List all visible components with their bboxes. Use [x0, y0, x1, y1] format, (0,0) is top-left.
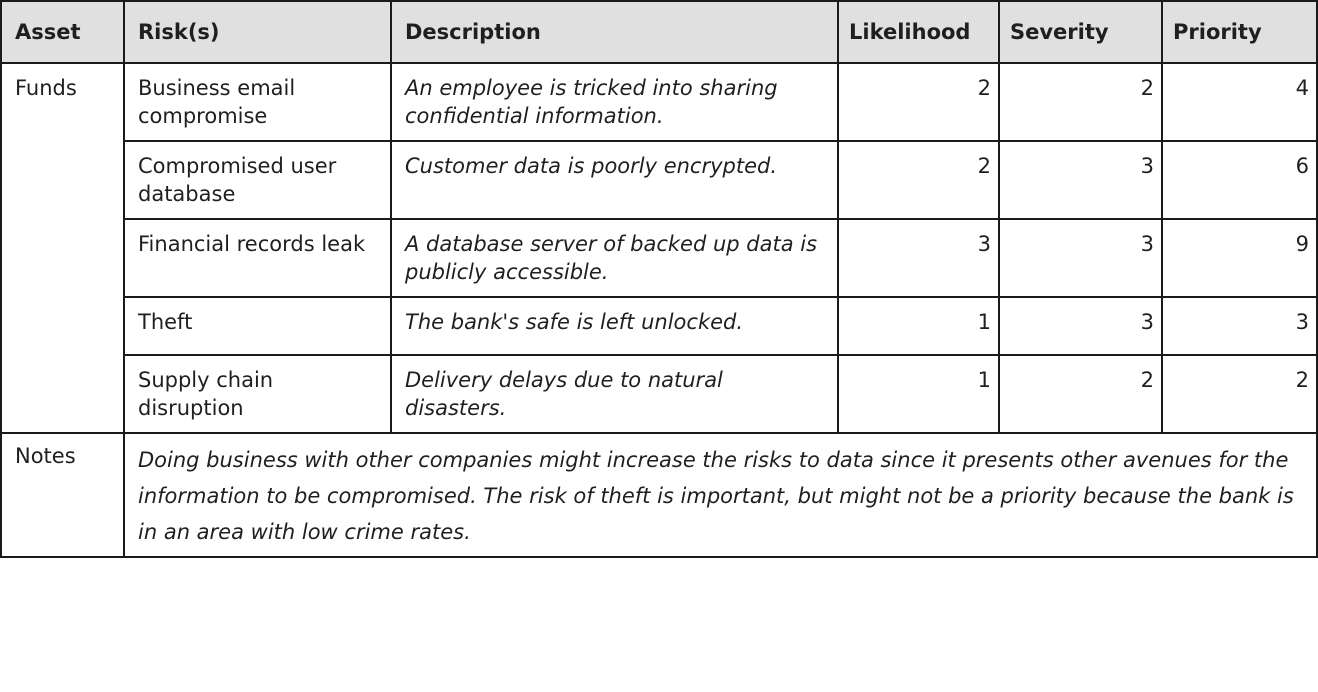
severity-cell: 2 — [998, 62, 1163, 142]
description-cell: An employee is tricked into sharing conf… — [390, 62, 839, 142]
severity-cell: 2 — [998, 354, 1163, 434]
header-description: Description — [390, 0, 839, 64]
description-cell: A database server of backed up data is p… — [390, 218, 839, 298]
table-row: Funds Business email compromise An emplo… — [0, 62, 1318, 434]
table-row: Financial records leak A database server… — [1, 218, 1318, 298]
header-asset: Asset — [0, 0, 125, 64]
priority-cell: 3 — [1161, 296, 1318, 356]
priority-cell: 2 — [1161, 354, 1318, 434]
severity-cell: 3 — [998, 296, 1163, 356]
description-cell: Delivery delays due to natural disasters… — [390, 354, 839, 434]
likelihood-cell: 3 — [837, 218, 1000, 298]
risk-cell: Supply chain disruption — [123, 354, 392, 434]
header-likelihood: Likelihood — [837, 0, 1000, 64]
header-priority: Priority — [1161, 0, 1318, 64]
header-risks: Risk(s) — [123, 0, 392, 64]
priority-cell: 6 — [1161, 140, 1318, 220]
severity-cell: 3 — [998, 218, 1163, 298]
asset-cell: Funds — [0, 62, 125, 434]
priority-cell: 9 — [1161, 218, 1318, 298]
risk-cell: Theft — [123, 296, 392, 356]
risk-cell: Business email compromise — [123, 62, 392, 142]
description-cell: Customer data is poorly encrypted. — [390, 140, 839, 220]
notes-row: Notes Doing business with other companie… — [0, 432, 1318, 558]
likelihood-cell: 1 — [837, 296, 1000, 356]
notes-label: Notes — [0, 432, 125, 558]
header-row: Asset Risk(s) Description Likelihood Sev… — [0, 0, 1318, 64]
table-row: Compromised user database Customer data … — [1, 140, 1318, 220]
severity-cell: 3 — [998, 140, 1163, 220]
description-cell: The bank's safe is left unlocked. — [390, 296, 839, 356]
header-severity: Severity — [998, 0, 1163, 64]
risk-cell: Financial records leak — [123, 218, 392, 298]
priority-cell: 4 — [1161, 62, 1318, 142]
notes-text: Doing business with other companies migh… — [123, 432, 1318, 558]
table-row: Theft The bank's safe is left unlocked. … — [1, 296, 1318, 356]
likelihood-cell: 2 — [837, 62, 1000, 142]
likelihood-cell: 2 — [837, 140, 1000, 220]
likelihood-cell: 1 — [837, 354, 1000, 434]
table-row: Supply chain disruption Delivery delays … — [1, 354, 1318, 434]
risk-cell: Compromised user database — [123, 140, 392, 220]
risk-register-table: Asset Risk(s) Description Likelihood Sev… — [0, 0, 1318, 558]
